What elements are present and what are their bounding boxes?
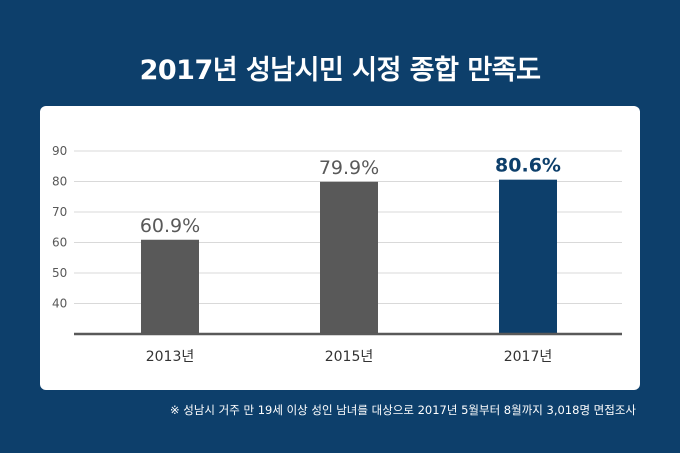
bar-chart: 40 50 60 70 80 90 60.9% 2013년 79.9% 2015년 80.6% 201… (52, 144, 622, 365)
chart-title: 2017년 성남시민 시정 종합 만족도 (139, 55, 541, 86)
x-category-label: 2013년 (146, 349, 195, 365)
x-category-label: 2017년 (504, 349, 553, 365)
bar (499, 179, 557, 334)
y-tick-label: 60 (52, 236, 67, 250)
chart-panel: 40 50 60 70 80 90 60.9% 2013년 79.9% 2015년 80.6% 201… (40, 106, 640, 390)
bar (320, 181, 378, 334)
y-tick-label: 90 (52, 144, 67, 158)
bar (141, 239, 199, 334)
bar-value-label: 80.6% (495, 155, 561, 177)
survey-footnote: ※ 성남시 거주 만 19세 이상 성인 남녀를 대상으로 2017년 5월부터… (169, 403, 636, 417)
y-tick-label: 80 (52, 175, 67, 189)
x-category-label: 2015년 (325, 349, 374, 365)
y-tick-label: 70 (52, 205, 67, 219)
bar-value-label: 79.9% (319, 157, 379, 179)
y-tick-label: 50 (52, 266, 67, 280)
y-tick-label: 40 (52, 297, 67, 311)
bar-value-label: 60.9% (140, 215, 200, 237)
